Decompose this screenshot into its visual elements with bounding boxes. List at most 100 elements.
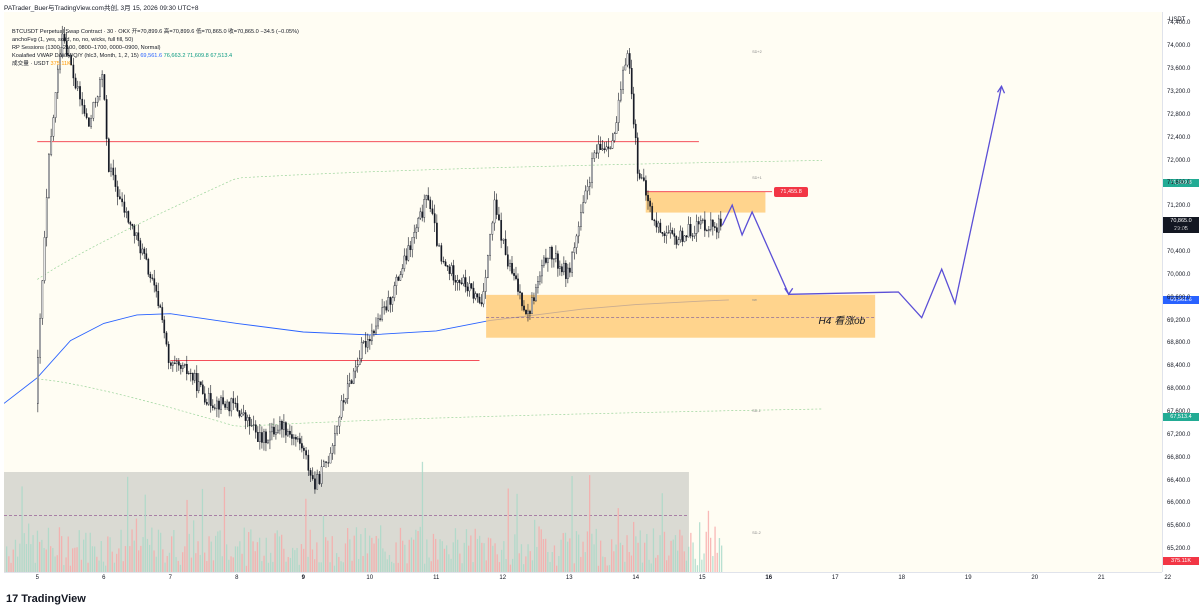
- volume-bar: [534, 519, 536, 572]
- price-tick-label: 66,000.0: [1167, 500, 1191, 507]
- time-axis[interactable]: 5 6 7 8 9 10 11 12 13 14 15 16 17 18 19 20 21 22: [4, 572, 1171, 585]
- ob-zone-label[interactable]: H4 看涨ob: [818, 315, 866, 327]
- volume-bar: [672, 539, 674, 572]
- volume-bar: [118, 548, 120, 572]
- candle-body: [569, 267, 571, 273]
- candle-body: [640, 177, 643, 179]
- volume-bar: [300, 544, 303, 572]
- volume-bar: [371, 537, 373, 572]
- volume-bar: [564, 532, 567, 572]
- candle-body: [397, 276, 400, 281]
- candle-body: [591, 158, 593, 183]
- candle-body: [103, 74, 106, 100]
- price-chart[interactable]: [4, 12, 1162, 572]
- candle-body: [515, 275, 517, 280]
- volume-bar: [600, 540, 602, 572]
- legend-vwap-value-2: 76,663.2: [163, 53, 186, 59]
- volume-bar: [292, 547, 294, 572]
- candle-body: [209, 393, 212, 406]
- volume-bar: [670, 540, 672, 572]
- candle-body: [222, 397, 224, 405]
- volume-bar: [696, 565, 699, 572]
- candle-body: [647, 195, 649, 202]
- volume-bar: [501, 549, 503, 572]
- volume-bar: [340, 561, 342, 572]
- candle-body: [240, 413, 243, 417]
- chart-plot-area[interactable]: BTCUSDT Perpetual Swap Contract · 30 · O…: [4, 12, 1162, 572]
- volume-bar: [516, 493, 518, 572]
- candle-body: [283, 422, 285, 430]
- volume-bar: [199, 554, 201, 572]
- candle-body: [584, 190, 587, 203]
- volume-bar: [646, 533, 648, 572]
- legend-anchofvg[interactable]: anchoFvg (1, yes, solid, no, no, wicks, …: [12, 37, 134, 43]
- tradingview-logo-icon: 17: [6, 593, 19, 605]
- legend-volume[interactable]: 成交量 · USDT 375.11K: [12, 60, 299, 68]
- volume-bar: [707, 510, 710, 572]
- legend-volume-value: 375.11K: [50, 61, 71, 67]
- candle-body: [74, 77, 77, 89]
- volume-bar: [617, 508, 619, 572]
- candle-body: [174, 362, 176, 364]
- volume-bar: [155, 556, 157, 572]
- resistance-price-tag[interactable]: 71,455.8: [774, 186, 809, 197]
- candle-body: [214, 407, 216, 409]
- band-label-vwap: vw: [752, 298, 757, 302]
- candle-body: [377, 318, 379, 327]
- candle-body: [458, 280, 461, 284]
- candle-body: [693, 233, 696, 237]
- volume-bar: [668, 555, 670, 572]
- legend-rp-sessions[interactable]: RP Sessions (1300–2100, 0800–1700, 0000–…: [12, 45, 161, 51]
- candle-body: [541, 265, 543, 277]
- volume-bar: [382, 548, 384, 572]
- volume-bar: [639, 530, 641, 572]
- candle-body: [695, 221, 698, 234]
- volume-bar: [386, 559, 388, 572]
- volume-bar: [201, 488, 204, 572]
- candle-body: [350, 380, 353, 384]
- tradingview-logo[interactable]: 17 TradingView: [6, 593, 86, 605]
- candle-body: [323, 461, 325, 467]
- candle-body: [371, 330, 373, 342]
- volume-bar: [509, 564, 512, 572]
- volume-bar: [562, 533, 564, 572]
- price-axis[interactable]: USDT 71,609.8 70,865.0 29:05 69,561.6 67…: [1162, 12, 1200, 572]
- volume-bar: [254, 551, 256, 572]
- volume-bar: [448, 554, 450, 572]
- volume-bar: [140, 545, 142, 572]
- candle-body: [521, 292, 523, 307]
- candle-body: [425, 195, 428, 200]
- volume-bar: [589, 475, 591, 572]
- candle-body: [352, 370, 355, 384]
- volume-bar: [162, 549, 164, 572]
- candle-body: [346, 383, 349, 399]
- candle-body: [96, 96, 99, 103]
- volume-bar: [606, 565, 608, 572]
- volume-bar: [527, 544, 529, 572]
- volume-bar: [153, 550, 155, 572]
- candle-body: [657, 222, 660, 228]
- candle-body: [149, 274, 152, 279]
- candle-body: [90, 118, 92, 127]
- volume-bar: [479, 535, 481, 572]
- volume-bar: [648, 559, 650, 572]
- volume-bar: [47, 527, 50, 572]
- time-tick-label: 15: [698, 575, 706, 581]
- candle-body: [474, 293, 477, 299]
- volume-bar: [122, 561, 124, 572]
- volume-bar: [219, 530, 221, 572]
- legend-symbol[interactable]: BTCUSDT Perpetual Swap Contract · 30 · O…: [12, 29, 299, 35]
- volume-bar: [703, 553, 705, 572]
- volume-bar: [542, 539, 545, 572]
- chart-caption: PATrader_Buer与TradingView.com共创, 3月 15, …: [4, 5, 199, 12]
- price-tick-label: 68,800.0: [1167, 340, 1191, 347]
- volume-bar: [450, 558, 452, 572]
- axis-currency[interactable]: USDT: [1169, 17, 1186, 23]
- volume-bar: [252, 541, 254, 572]
- candle-body: [63, 33, 66, 42]
- candle-body: [577, 226, 580, 237]
- volume-bar: [210, 541, 212, 572]
- candle-body: [385, 306, 388, 311]
- candle-body: [565, 262, 567, 279]
- legend-vwap[interactable]: Koalafied VWAP D/W/M/Q/Y (hlc3, Month, 1…: [12, 52, 299, 60]
